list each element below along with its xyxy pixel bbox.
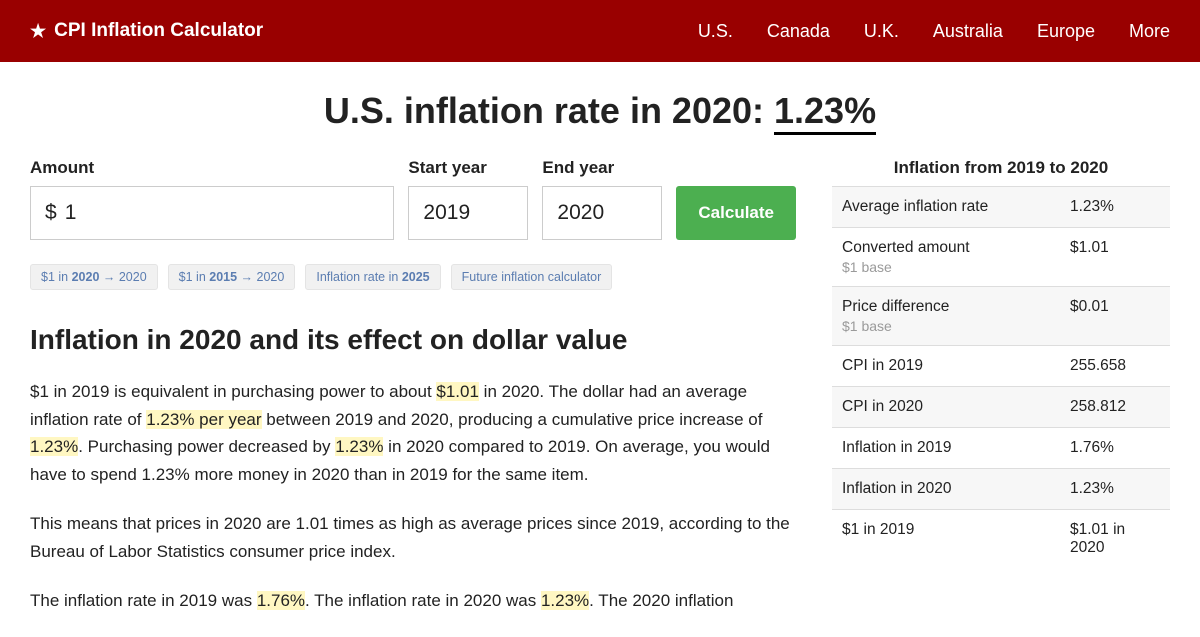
section-heading: Inflation in 2020 and its effect on doll… (30, 324, 796, 356)
amount-label: Amount (30, 158, 394, 178)
start-year-label: Start year (408, 158, 528, 178)
nav-uk[interactable]: U.K. (864, 21, 899, 42)
table-row: CPI in 2020258.812 (832, 387, 1170, 428)
table-row: Average inflation rate1.23% (832, 187, 1170, 228)
paragraph-1: $1 in 2019 is equivalent in purchasing p… (30, 378, 796, 488)
stat-value: 1.76% (1060, 428, 1170, 469)
nav-us[interactable]: U.S. (698, 21, 733, 42)
stat-value: 1.23% (1060, 469, 1170, 510)
brand[interactable]: ★ CPI Inflation Calculator (30, 20, 263, 42)
headline-rate: 1.23% (774, 90, 876, 135)
top-navbar: ★ CPI Inflation Calculator U.S. Canada U… (0, 0, 1200, 62)
quick-links: $1 in 2020 → 2020 $1 in 2015 → 2020 Infl… (30, 264, 796, 290)
stat-value: $1.01 (1060, 228, 1170, 287)
end-year-label: End year (542, 158, 662, 178)
start-year-input[interactable]: 2019 (408, 186, 528, 240)
stat-label: Inflation in 2020 (832, 469, 1060, 510)
stat-value: $0.01 (1060, 287, 1170, 346)
nav-more[interactable]: More (1129, 21, 1170, 42)
nav-canada[interactable]: Canada (767, 21, 830, 42)
stat-label: Price difference$1 base (832, 287, 1060, 346)
paragraph-2: This means that prices in 2020 are 1.01 … (30, 510, 796, 565)
stat-value: 255.658 (1060, 346, 1170, 387)
page-title: U.S. inflation rate in 2020: 1.23% (0, 90, 1200, 132)
pill-1[interactable]: $1 in 2020 → 2020 (30, 264, 158, 290)
end-year-input[interactable]: 2020 (542, 186, 662, 240)
nav-links: U.S. Canada U.K. Australia Europe More (698, 21, 1170, 42)
paragraph-3: The inflation rate in 2019 was 1.76%. Th… (30, 587, 796, 615)
table-row: Price difference$1 base$0.01 (832, 287, 1170, 346)
stat-sublabel: $1 base (842, 259, 1050, 275)
calculator-form: Amount $ 1 Start year 2019 End year 2020… (30, 158, 796, 240)
brand-text: CPI Inflation Calculator (54, 20, 263, 42)
amount-input[interactable]: $ 1 (30, 186, 394, 240)
stat-label: Converted amount$1 base (832, 228, 1060, 287)
star-icon: ★ (30, 21, 46, 42)
nav-europe[interactable]: Europe (1037, 21, 1095, 42)
nav-australia[interactable]: Australia (933, 21, 1003, 42)
table-row: $1 in 2019$1.01 in 2020 (832, 510, 1170, 569)
stats-table-title: Inflation from 2019 to 2020 (832, 158, 1170, 178)
stats-table: Average inflation rate1.23%Converted amo… (832, 186, 1170, 568)
calculate-button[interactable]: Calculate (676, 186, 796, 240)
stat-value: 258.812 (1060, 387, 1170, 428)
stat-value: $1.01 in 2020 (1060, 510, 1170, 569)
stat-label: Average inflation rate (832, 187, 1060, 228)
stat-value: 1.23% (1060, 187, 1170, 228)
stat-label: CPI in 2020 (832, 387, 1060, 428)
amount-value: 1 (65, 201, 77, 225)
table-row: Inflation in 20191.76% (832, 428, 1170, 469)
table-row: Converted amount$1 base$1.01 (832, 228, 1170, 287)
table-row: Inflation in 20201.23% (832, 469, 1170, 510)
currency-symbol: $ (45, 201, 57, 225)
stat-label: Inflation in 2019 (832, 428, 1060, 469)
stat-label: $1 in 2019 (832, 510, 1060, 569)
table-row: CPI in 2019255.658 (832, 346, 1170, 387)
stat-label: CPI in 2019 (832, 346, 1060, 387)
pill-4[interactable]: Future inflation calculator (451, 264, 613, 290)
pill-3[interactable]: Inflation rate in 2025 (305, 264, 440, 290)
stat-sublabel: $1 base (842, 318, 1050, 334)
pill-2[interactable]: $1 in 2015 → 2020 (168, 264, 296, 290)
